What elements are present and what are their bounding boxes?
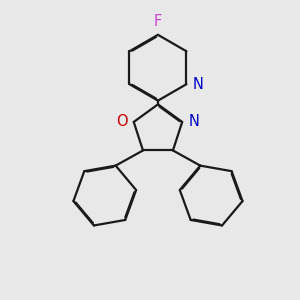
Text: N: N bbox=[188, 115, 199, 130]
Text: N: N bbox=[193, 77, 204, 92]
Text: O: O bbox=[116, 115, 128, 130]
Text: F: F bbox=[154, 14, 162, 29]
